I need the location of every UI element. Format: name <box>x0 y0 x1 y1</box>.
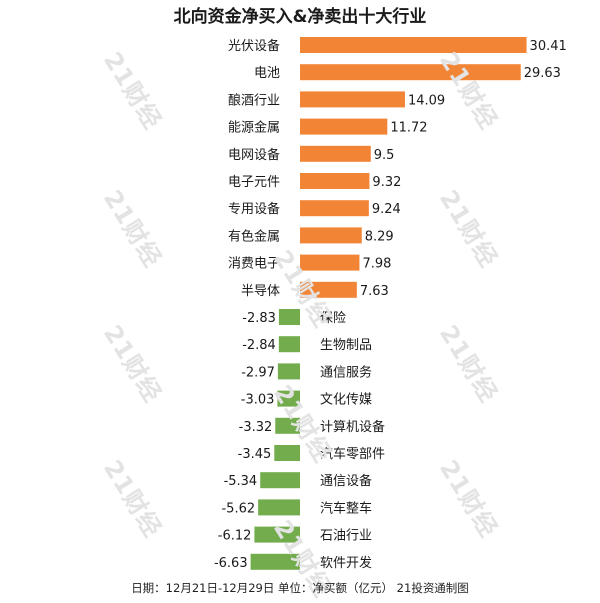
bar <box>254 526 300 543</box>
category-label: 文化传媒 <box>320 393 372 408</box>
data-label: -5.62 <box>221 501 255 516</box>
category-label: 电网设备 <box>228 147 280 163</box>
category-label: 专用设备 <box>228 201 280 217</box>
data-label: 9.5 <box>374 148 395 163</box>
data-label: 9.32 <box>372 175 401 190</box>
bar <box>258 499 300 516</box>
category-label: 电池 <box>254 66 280 81</box>
category-label: 消费电子 <box>228 257 280 272</box>
data-label: 11.72 <box>390 121 427 136</box>
category-label: 电子元件 <box>228 175 280 190</box>
data-label: -6.63 <box>214 556 248 571</box>
data-label: 9.24 <box>372 202 401 217</box>
data-label: -2.97 <box>241 365 275 380</box>
data-label: -6.12 <box>218 529 252 544</box>
bar <box>250 553 300 570</box>
bar <box>300 37 527 53</box>
category-label: 通信服务 <box>320 364 372 380</box>
bar <box>300 64 521 81</box>
data-label: 8.29 <box>365 229 394 244</box>
data-label: 7.63 <box>360 284 389 299</box>
category-label: 保险 <box>320 311 346 326</box>
data-label: 7.98 <box>362 257 391 272</box>
category-label: 通信设备 <box>320 473 372 489</box>
chart-footnote: 日期：12月21日-12月29日 单位：净买额（亿元） 21投资通制图 <box>131 581 469 595</box>
bar <box>300 200 369 217</box>
data-label: 29.63 <box>524 66 561 81</box>
bar <box>278 336 300 353</box>
bar <box>300 173 370 189</box>
bar <box>300 254 360 271</box>
bar <box>277 363 300 380</box>
bar <box>260 472 300 489</box>
category-label: 半导体 <box>241 284 280 299</box>
data-label: 30.41 <box>530 39 567 54</box>
bar <box>300 281 357 298</box>
category-label: 石油行业 <box>320 529 372 544</box>
bar <box>274 445 300 461</box>
category-label: 生物制品 <box>320 338 372 353</box>
data-label: -3.03 <box>241 393 275 408</box>
bar <box>300 145 371 162</box>
bar <box>275 417 300 434</box>
category-label: 汽车整车 <box>320 500 372 516</box>
chart-title: 北向资金净买入&净卖出十大行业 <box>173 7 427 27</box>
category-label: 酿酒行业 <box>228 92 280 108</box>
category-label: 计算机设备 <box>320 419 385 435</box>
category-label: 汽车零部件 <box>320 446 385 462</box>
bar <box>300 227 362 244</box>
category-label: 有色金属 <box>228 228 280 244</box>
bar <box>300 118 388 135</box>
data-label: -5.34 <box>224 474 258 489</box>
data-label: -3.45 <box>238 447 272 462</box>
data-label: 14.09 <box>408 93 445 108</box>
bar <box>277 390 300 407</box>
bar <box>278 309 300 325</box>
bar <box>300 91 405 108</box>
category-label: 光伏设备 <box>228 38 280 54</box>
data-label: -2.83 <box>242 311 276 326</box>
category-label: 能源金属 <box>228 120 280 136</box>
data-label: -3.32 <box>239 420 273 435</box>
category-label: 软件开发 <box>320 555 372 571</box>
data-label: -2.84 <box>242 338 276 353</box>
